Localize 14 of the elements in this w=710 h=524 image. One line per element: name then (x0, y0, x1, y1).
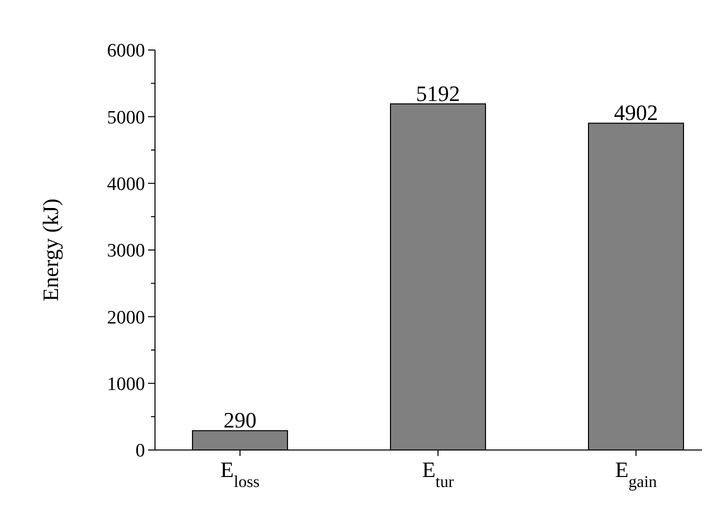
x-tick-label: E$_{tur}$ (422, 457, 454, 490)
y-tick-label: 3000 (107, 240, 145, 262)
x-tick-label: E$_{loss}$ (220, 457, 260, 490)
data-label: 290 (224, 408, 256, 433)
y-tick-label: 4000 (107, 174, 145, 195)
y-tick-label: 5000 (107, 107, 145, 128)
y-tick-label: 0 (136, 440, 145, 462)
y-tick-label: 1000 (107, 374, 145, 395)
data-label: 4902 (614, 100, 658, 126)
x-tick-label: E$_{gain}$ (615, 457, 657, 490)
y-axis-title: Energy (kJ) (38, 198, 63, 302)
y-tick-label: 2000 (107, 307, 145, 328)
y-tick-label: 6000 (107, 40, 145, 62)
data-label: 5192 (416, 80, 460, 106)
